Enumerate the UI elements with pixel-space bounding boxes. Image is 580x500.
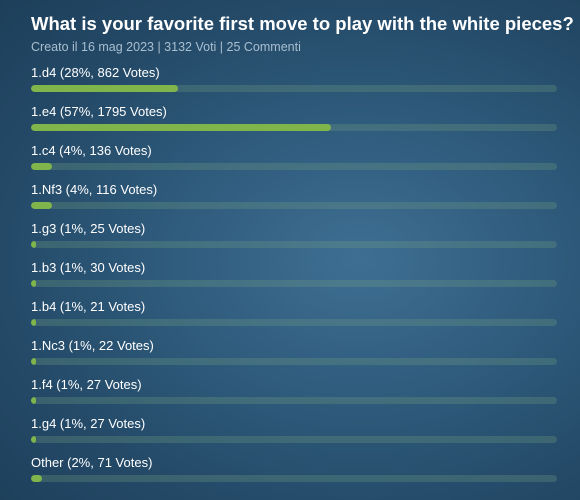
poll-option-label: 1.d4 (28%, 862 Votes) — [31, 65, 160, 80]
poll-option-label: 1.g4 (1%, 27 Votes) — [31, 416, 146, 431]
poll-result-bar — [31, 202, 557, 209]
poll-option-label: Other (2%, 71 Votes) — [31, 455, 153, 470]
poll-option-label: 1.b3 (1%, 30 Votes) — [31, 260, 146, 275]
poll-option-nf3[interactable]: 1.Nf3 (4%, 116 Votes) — [31, 182, 557, 221]
poll-result-bar — [31, 241, 557, 248]
poll-card: What is your favorite first move to play… — [31, 12, 574, 494]
poll-result-bar-fill — [31, 280, 37, 287]
poll-result-bar-fill — [31, 85, 179, 92]
poll-option-f4[interactable]: 1.f4 (1%, 27 Votes) — [31, 377, 557, 416]
poll-option-nc3[interactable]: 1.Nc3 (1%, 22 Votes) — [31, 338, 557, 377]
poll-result-bar-fill — [31, 436, 37, 443]
poll-result-bar-fill — [31, 397, 37, 404]
poll-result-bar — [31, 163, 557, 170]
poll-option-g4[interactable]: 1.g4 (1%, 27 Votes) — [31, 416, 557, 455]
poll-result-bar-fill — [31, 124, 331, 131]
poll-result-bar-fill — [31, 241, 37, 248]
poll-title: What is your favorite first move to play… — [31, 13, 574, 34]
poll-result-bar-fill — [31, 319, 37, 326]
poll-result-bar — [31, 397, 557, 404]
poll-result-bar — [31, 280, 557, 287]
poll-result-bar — [31, 319, 557, 326]
poll-option-other[interactable]: Other (2%, 71 Votes) — [31, 455, 557, 494]
poll-option-b4[interactable]: 1.b4 (1%, 21 Votes) — [31, 299, 557, 338]
poll-option-label: 1.c4 (4%, 136 Votes) — [31, 143, 152, 158]
poll-result-bar — [31, 358, 557, 365]
poll-option-label: 1.b4 (1%, 21 Votes) — [31, 299, 146, 314]
poll-option-label: 1.g3 (1%, 25 Votes) — [31, 221, 146, 236]
poll-meta: Creato il 16 mag 2023 | 3132 Voti | 25 C… — [31, 40, 301, 54]
poll-result-bar-fill — [31, 202, 53, 209]
poll-options-list: 1.d4 (28%, 862 Votes) 1.e4 (57%, 1795 Vo… — [31, 65, 557, 494]
poll-option-label: 1.e4 (57%, 1795 Votes) — [31, 104, 167, 119]
poll-result-bar — [31, 475, 557, 482]
poll-result-bar-fill — [31, 358, 37, 365]
poll-option-b3[interactable]: 1.b3 (1%, 30 Votes) — [31, 260, 557, 299]
poll-result-bar — [31, 436, 557, 443]
poll-option-e4[interactable]: 1.e4 (57%, 1795 Votes) — [31, 104, 557, 143]
poll-option-c4[interactable]: 1.c4 (4%, 136 Votes) — [31, 143, 557, 182]
poll-option-label: 1.f4 (1%, 27 Votes) — [31, 377, 142, 392]
poll-result-bar — [31, 124, 557, 131]
poll-result-bar — [31, 85, 557, 92]
poll-option-g3[interactable]: 1.g3 (1%, 25 Votes) — [31, 221, 557, 260]
poll-result-bar-fill — [31, 475, 42, 482]
poll-result-bar-fill — [31, 163, 53, 170]
poll-option-label: 1.Nf3 (4%, 116 Votes) — [31, 182, 158, 197]
poll-option-d4[interactable]: 1.d4 (28%, 862 Votes) — [31, 65, 557, 104]
poll-option-label: 1.Nc3 (1%, 22 Votes) — [31, 338, 154, 353]
